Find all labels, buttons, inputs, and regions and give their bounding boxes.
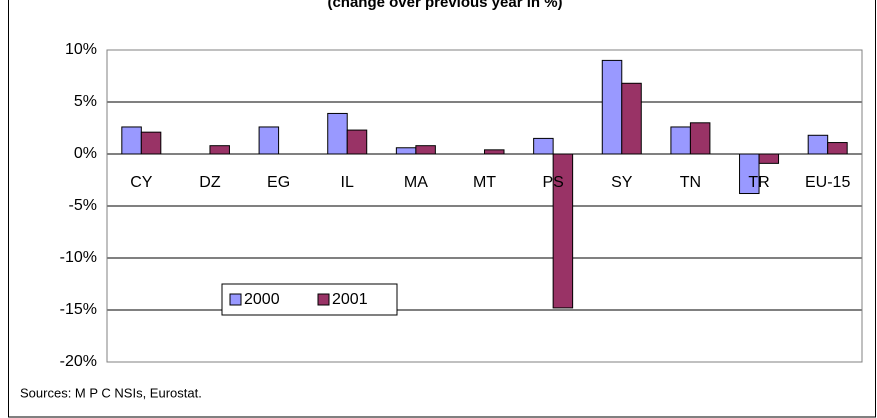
x-tick-label: SY (611, 174, 633, 191)
y-tick-label: -10% (60, 249, 97, 266)
bar (533, 137, 554, 155)
chart-frame (8, 0, 876, 418)
x-tick-label: DZ (199, 174, 221, 191)
bar (327, 112, 348, 155)
legend-label: 2001 (332, 291, 368, 308)
legend-label: 2000 (244, 291, 280, 308)
legend-swatch (317, 293, 330, 306)
bar (484, 149, 505, 155)
y-tick-label: 5% (74, 93, 97, 110)
bar (670, 126, 691, 155)
legend-box (221, 283, 398, 316)
bar (758, 153, 780, 164)
x-tick-label: MT (473, 174, 496, 191)
x-tick-label: MA (404, 174, 428, 191)
bar (415, 145, 436, 155)
y-tick-label: -15% (60, 301, 97, 318)
bar (739, 153, 760, 195)
bar (552, 153, 574, 309)
y-tick-label: 10% (65, 41, 97, 58)
legend-swatch (229, 293, 242, 306)
bar (601, 59, 623, 155)
bar (346, 129, 368, 155)
x-tick-label: EU-15 (805, 174, 850, 191)
bar (209, 145, 230, 155)
y-tick-label: -20% (60, 353, 97, 370)
y-tick-label: -5% (69, 197, 97, 214)
bar (689, 122, 711, 155)
x-tick-label: IL (341, 174, 354, 191)
bar (621, 82, 642, 155)
y-tick-label: 0% (74, 145, 97, 162)
bar (258, 126, 280, 155)
x-tick-label: EG (267, 174, 290, 191)
bar (807, 134, 829, 155)
x-tick-label: TN (680, 174, 701, 191)
bar (121, 126, 142, 155)
bar (140, 131, 162, 155)
x-tick-label: TR (748, 174, 769, 191)
x-tick-label: CY (130, 174, 153, 191)
source-note: Sources: M P C NSIs, Eurostat. (20, 385, 202, 400)
bar (395, 147, 417, 155)
chart-subtitle: (change over previous year in %) (327, 0, 562, 11)
x-tick-label: PS (542, 174, 563, 191)
plot-frame (106, 49, 863, 363)
bar (827, 142, 848, 155)
